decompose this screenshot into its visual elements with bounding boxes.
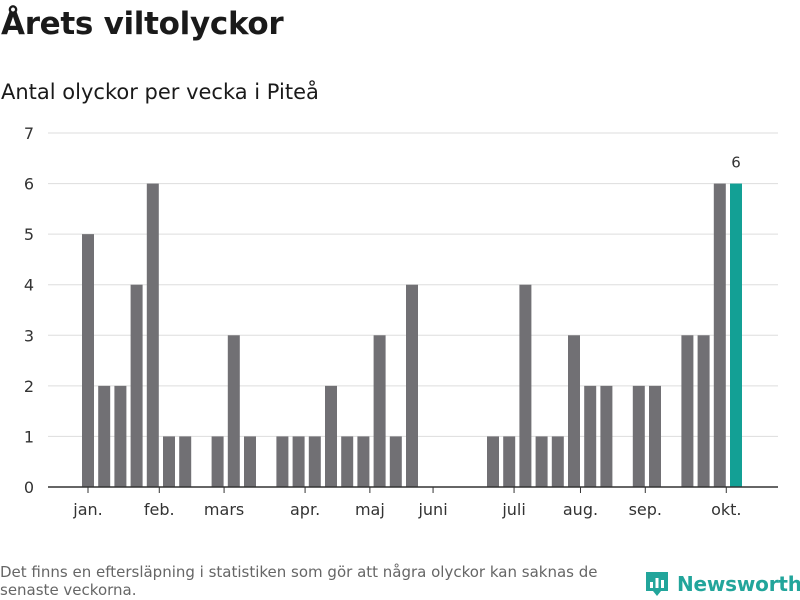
bar	[292, 436, 305, 487]
y-tick-label: 3	[24, 326, 34, 345]
x-tick-label: okt.	[711, 500, 741, 519]
bar	[487, 436, 499, 487]
bar	[163, 436, 175, 487]
x-tick-label: juni	[417, 500, 447, 519]
x-tick-label: jan.	[72, 500, 102, 519]
bar	[649, 385, 661, 487]
brand-logo[interactable]: Newsworthy	[644, 569, 800, 599]
bar	[568, 335, 580, 487]
x-tick-label: feb.	[144, 500, 175, 519]
x-tick-label: maj	[355, 500, 385, 519]
bar	[98, 385, 111, 487]
chart-subtitle: Antal olyckor per vecka i Piteå	[1, 80, 319, 104]
bar-chart: 0 1 2 3 4 5 6 7 6 jan. feb. mars apr. maj juni juli aug.…	[24, 124, 778, 519]
bar	[503, 436, 516, 487]
bar	[341, 436, 354, 487]
y-tick-label: 2	[24, 377, 34, 396]
bar	[276, 436, 289, 487]
bar	[211, 436, 224, 487]
y-tick-label: 5	[24, 225, 34, 244]
bar	[730, 183, 742, 488]
bar	[389, 436, 402, 487]
bar	[357, 436, 370, 487]
bar	[600, 385, 613, 487]
bar	[114, 385, 127, 487]
bar	[82, 234, 94, 487]
footnote: Det finns en eftersläpning i statistiken…	[0, 563, 598, 599]
bar	[584, 385, 597, 487]
x-tick-label: juli	[501, 500, 525, 519]
bar	[632, 385, 645, 487]
bar	[713, 183, 726, 488]
y-tick-label: 1	[24, 427, 34, 446]
x-tick-label: apr.	[290, 500, 320, 519]
bar	[519, 284, 532, 487]
y-tick-label: 7	[24, 124, 34, 143]
bar	[179, 436, 192, 487]
x-tick-label: sep.	[629, 500, 662, 519]
bar	[146, 183, 159, 488]
x-tick-label: aug.	[563, 500, 598, 519]
newsworthy-logo-icon	[646, 572, 668, 596]
bar	[308, 436, 321, 487]
x-tick-label: mars	[204, 500, 244, 519]
chart-title: Årets viltolyckor	[1, 6, 284, 42]
y-tick-label: 6	[24, 175, 34, 194]
y-tick-label: 0	[24, 478, 34, 497]
bar	[373, 335, 386, 487]
data-label: 6	[731, 154, 741, 172]
bar	[697, 335, 710, 487]
bar	[227, 335, 240, 487]
bar	[551, 436, 564, 487]
bar	[535, 436, 548, 487]
bar	[406, 284, 418, 487]
y-tick-label: 4	[24, 276, 34, 295]
bar	[325, 385, 337, 487]
bar	[130, 284, 143, 487]
brand-name: Newsworthy	[677, 572, 800, 596]
bar	[244, 436, 256, 487]
bar	[681, 335, 694, 487]
